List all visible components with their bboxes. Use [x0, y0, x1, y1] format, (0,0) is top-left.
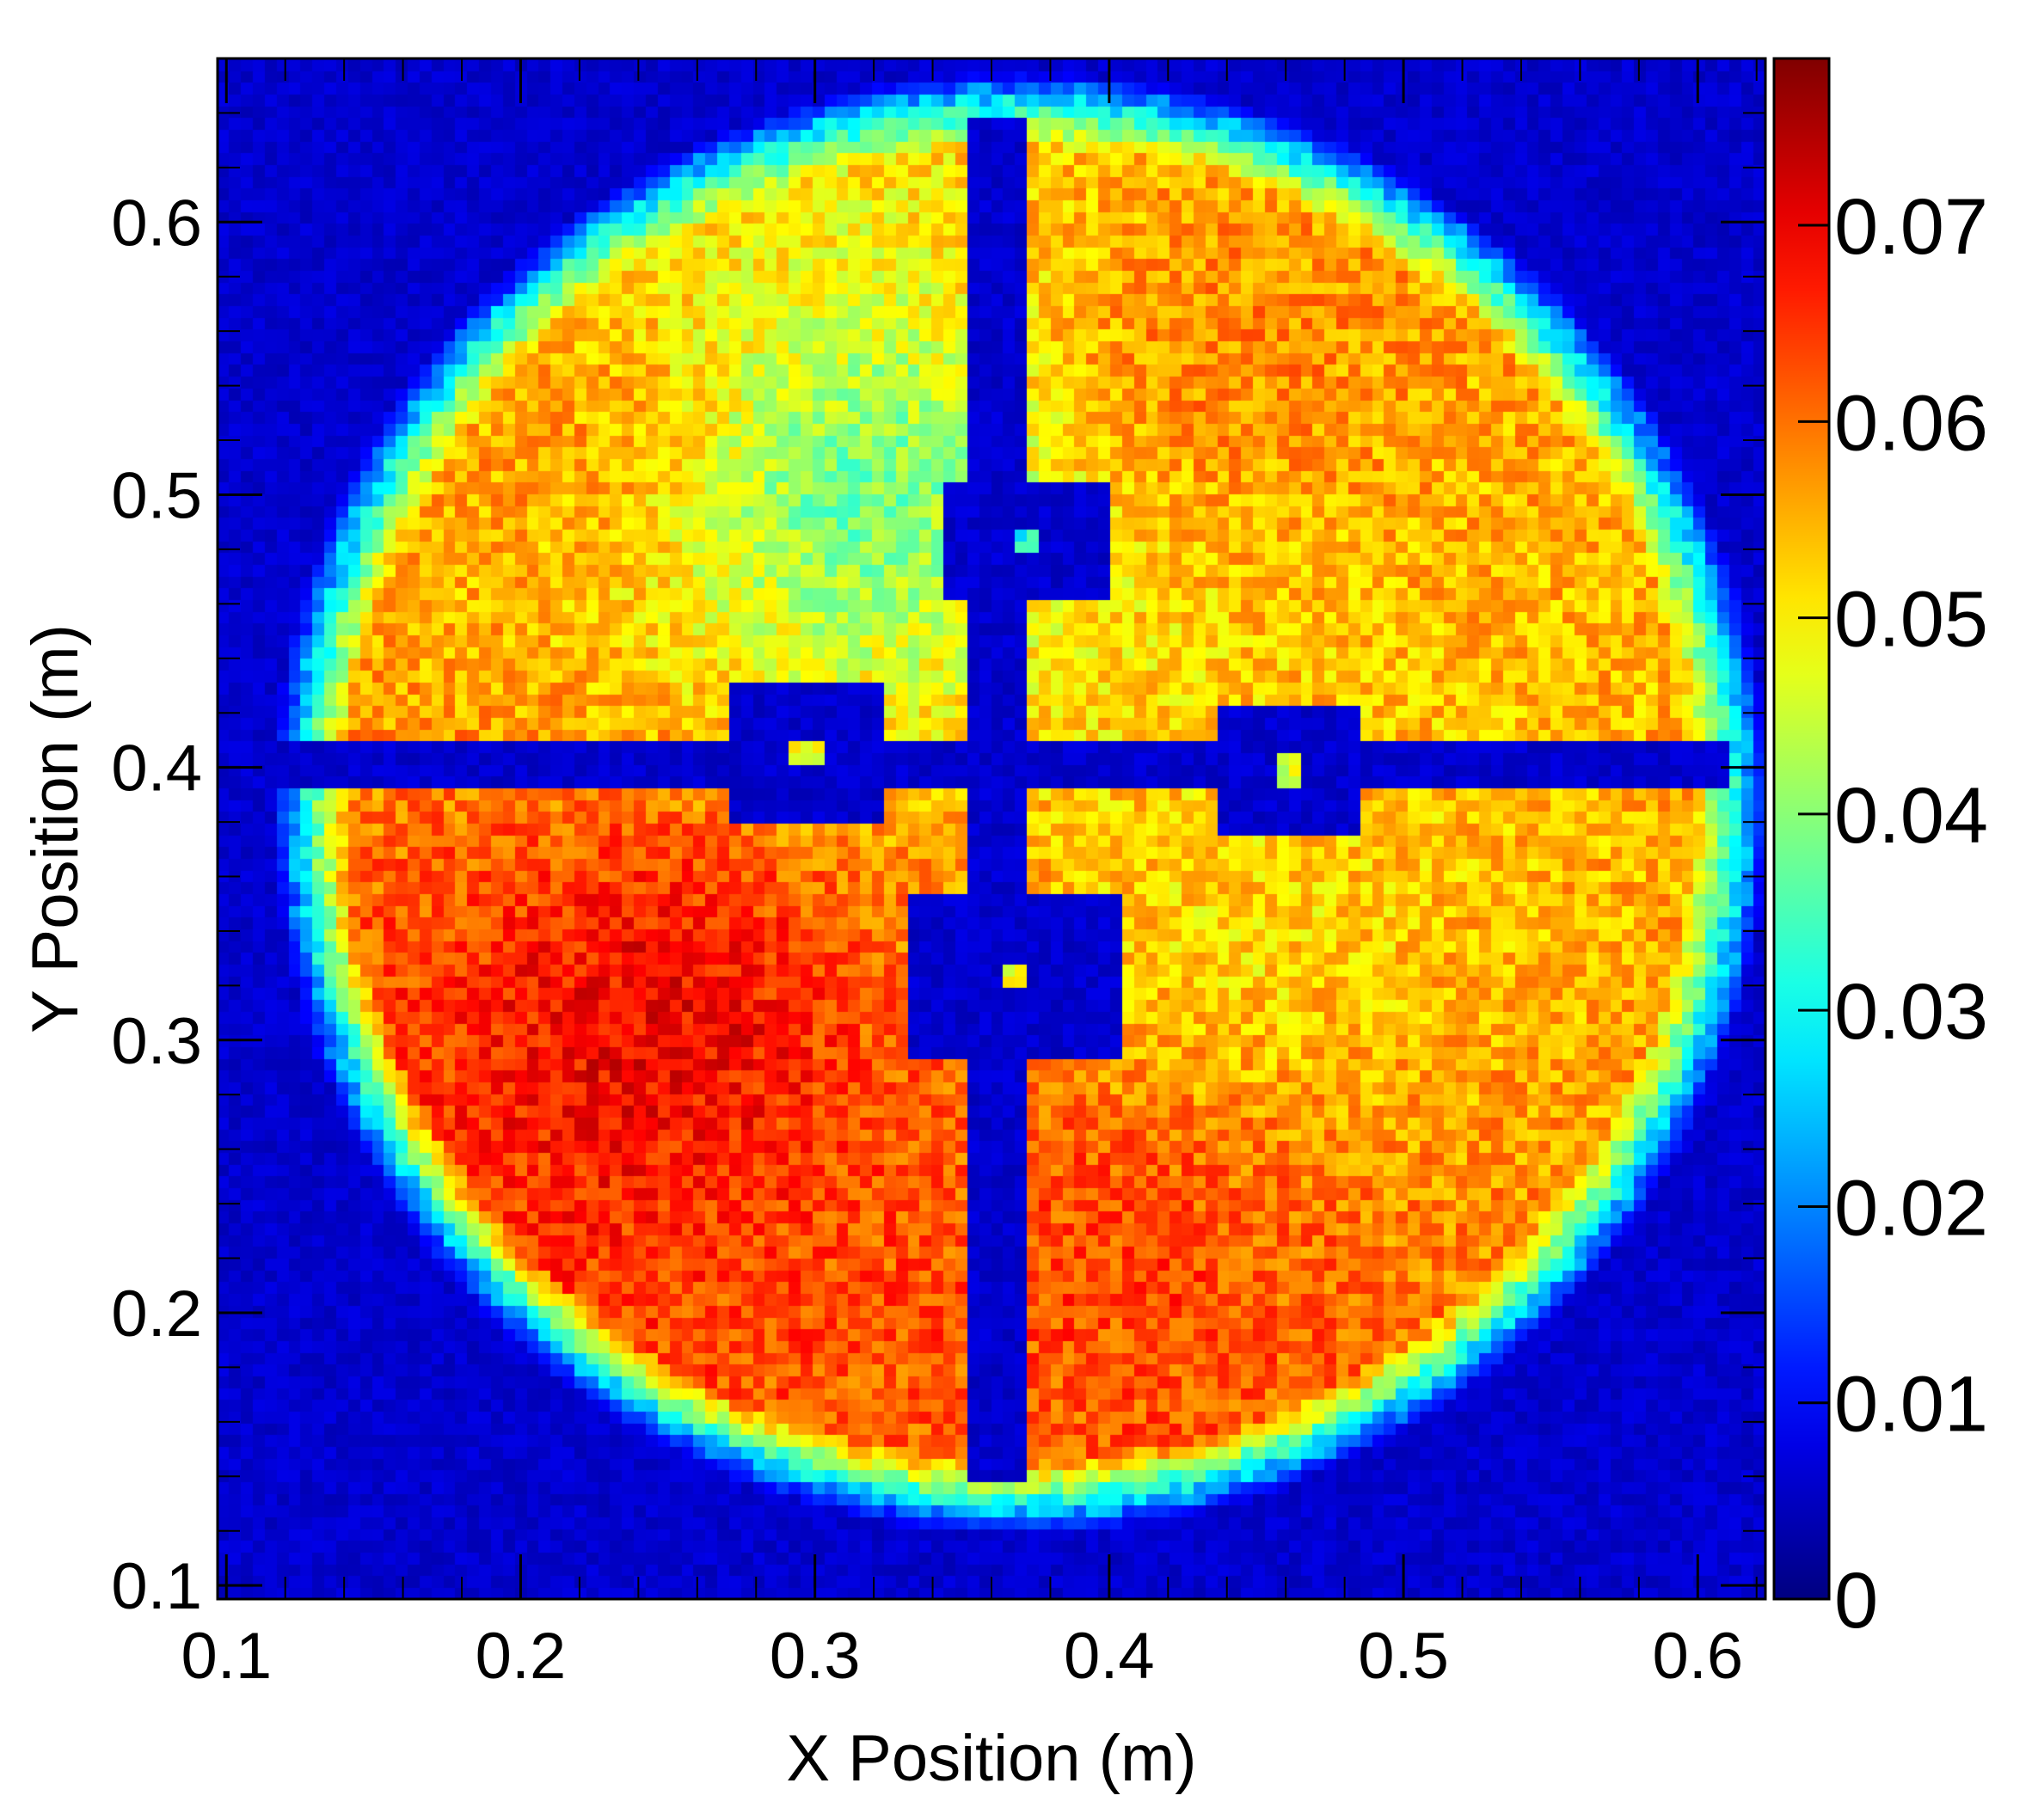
x-tick-label: 0.6 [1652, 1620, 1743, 1693]
x-axis: 0.1 0.2 0.3 0.4 0.5 0.6 [181, 58, 1758, 1693]
colorbar-tick-label: 0 [1834, 1557, 1878, 1645]
y-tick-label: 0.6 [111, 187, 202, 260]
x-tick-label: 0.3 [770, 1620, 861, 1693]
y-axis-title: Y Position (m) [19, 624, 92, 1033]
colorbar-tick-label: 0.01 [1834, 1361, 1988, 1449]
colorbar-tick-label: 0.05 [1834, 576, 1988, 664]
colorbar-tick-label: 0.03 [1834, 968, 1988, 1056]
heatmap-cells [218, 58, 1765, 1599]
x-tick-label: 0.1 [181, 1620, 272, 1693]
colorbar-axis: 0 0.01 0.02 0.03 0.04 0.05 0.06 0.07 [1798, 183, 1988, 1645]
y-tick-label: 0.4 [111, 732, 202, 806]
x-tick-label: 0.5 [1358, 1620, 1449, 1693]
heatmap-plot-area [218, 58, 1765, 1599]
colorbar-tick-label: 0.02 [1834, 1164, 1988, 1252]
y-tick-label: 0.5 [111, 459, 202, 532]
y-tick-label: 0.2 [111, 1278, 202, 1351]
y-axis: 0.1 0.2 0.3 0.4 0.5 0.6 [111, 112, 1765, 1623]
y-tick-label: 0.3 [111, 1005, 202, 1078]
y-tick-label: 0.1 [111, 1550, 202, 1623]
colorbar-tick-label: 0.07 [1834, 183, 1988, 271]
colorbar-tick-label: 0.04 [1834, 772, 1988, 860]
colorbar-tick-label: 0.06 [1834, 379, 1988, 467]
colorbar [1772, 57, 1831, 1601]
x-axis-title: X Position (m) [786, 1722, 1196, 1795]
x-tick-label: 0.4 [1064, 1620, 1155, 1693]
x-tick-label: 0.2 [476, 1620, 567, 1693]
